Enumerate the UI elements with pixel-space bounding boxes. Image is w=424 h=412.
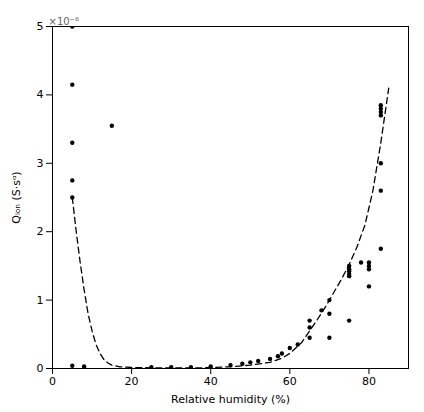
svg-text:×10⁻⁶: ×10⁻⁶ [49, 16, 79, 27]
svg-text:20: 20 [125, 375, 139, 388]
svg-text:60: 60 [283, 375, 297, 388]
svg-text:5: 5 [37, 20, 44, 33]
svg-text:1: 1 [37, 294, 44, 307]
svg-text:Relative humidity (%): Relative humidity (%) [171, 393, 290, 406]
svg-text:Qᵢₒₙ (S·sᵅ): Qᵢₒₙ (S·sᵅ) [10, 171, 23, 223]
svg-text:2: 2 [37, 225, 44, 238]
svg-text:80: 80 [362, 375, 376, 388]
svg-text:3: 3 [37, 157, 44, 170]
svg-text:40: 40 [204, 375, 218, 388]
svg-text:0: 0 [49, 375, 56, 388]
svg-text:4: 4 [37, 88, 44, 101]
svg-text:0: 0 [37, 362, 44, 375]
